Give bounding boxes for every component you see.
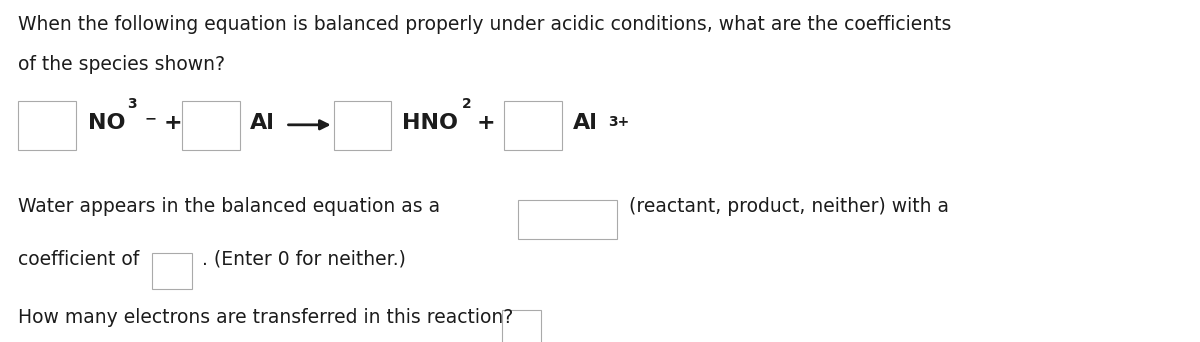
Text: 3: 3	[127, 97, 137, 111]
Text: NO: NO	[88, 113, 125, 133]
Bar	[502, 310, 541, 342]
Text: How many electrons are transferred in this reaction?: How many electrons are transferred in th…	[18, 308, 514, 327]
Text: When the following equation is balanced properly under acidic conditions, what a: When the following equation is balanced …	[18, 15, 952, 35]
Bar	[504, 101, 562, 150]
Text: coefficient of: coefficient of	[18, 250, 139, 269]
Bar	[182, 101, 240, 150]
Text: HNO: HNO	[402, 113, 458, 133]
Bar	[152, 253, 192, 289]
Text: 2: 2	[462, 97, 472, 111]
Bar	[518, 200, 617, 239]
Text: +: +	[163, 113, 182, 133]
Text: 3+: 3+	[608, 115, 630, 129]
Text: Water appears in the balanced equation as a: Water appears in the balanced equation a…	[18, 197, 440, 216]
Text: (reactant, product, neither) with a: (reactant, product, neither) with a	[629, 197, 949, 216]
Text: Al: Al	[572, 113, 598, 133]
Bar	[334, 101, 391, 150]
Text: −: −	[144, 111, 156, 125]
Text: +: +	[476, 113, 496, 133]
Text: Al: Al	[250, 113, 275, 133]
Bar	[18, 101, 76, 150]
Text: . (Enter 0 for neither.): . (Enter 0 for neither.)	[202, 250, 406, 269]
Text: of the species shown?: of the species shown?	[18, 55, 226, 74]
